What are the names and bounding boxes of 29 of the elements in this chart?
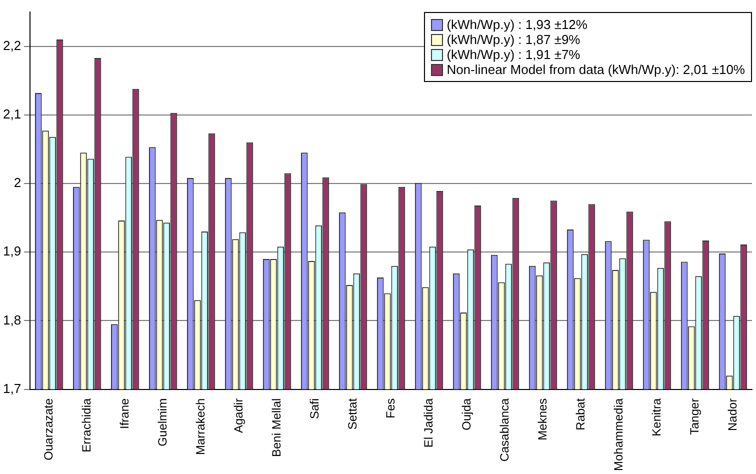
y-tick-label: 1,9 [2,244,22,259]
x-tick-label: Agadir [231,398,246,433]
y-tick-label: 1,8 [2,312,22,328]
x-tick-label: Beni Mellal [269,398,284,458]
x-tick-label: Marrakech [193,398,208,455]
legend-label: (kWh/Wp.y) : 1,87 ±9% [446,32,580,47]
x-tick-label: Tanger [687,398,702,436]
y-tick-label: 1,7 [2,380,22,396]
legend-label: Non-linear Model from data (kWh/Wp.y): 2,01 ±10% [446,62,745,77]
legend-label: (kWh/Wp.y) : 1,93 ±12% [446,17,588,32]
y-tick-label: 2 [14,175,22,190]
x-tick-label: Oujda [459,398,474,430]
x-tick-label: Fes [383,398,398,418]
x-tick-label: Rabat [573,398,588,430]
x-tick-label: Nador [725,398,740,431]
x-tick-label: El Jadida [421,398,436,448]
y-tick-label: 2,2 [2,38,22,53]
x-tick-label: Errachidia [79,398,94,452]
y-tick-label: 2,1 [2,106,22,122]
x-tick-label: Meknes [535,398,550,440]
x-tick-label: Settat [345,398,360,430]
x-tick-label: Casablanca [497,398,512,462]
x-tick-label: Mohammedia [611,398,626,472]
legend-label: (kWh/Wp.y) : 1,91 ±7% [446,47,580,62]
x-tick-label: Ouarzazate [41,398,56,460]
x-tick-label: Ifrane [117,398,132,429]
x-tick-label: Kenitra [649,398,664,436]
x-tick-label: Safi [307,398,322,419]
x-tick-label: Guelmim [155,398,170,446]
